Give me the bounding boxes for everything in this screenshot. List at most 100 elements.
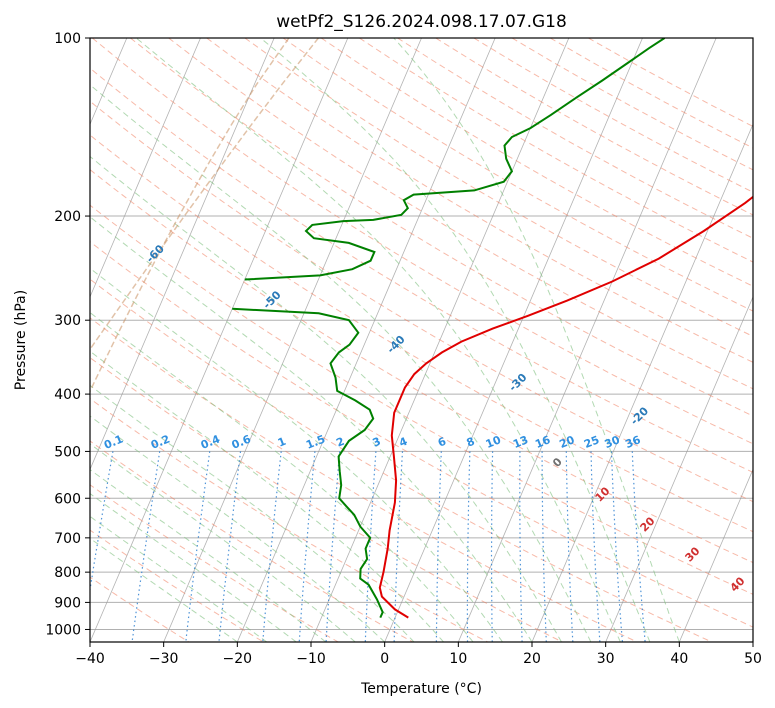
moist-adiabat [90, 350, 444, 642]
moist-adiabat [90, 415, 386, 642]
dry-adiabat [90, 134, 753, 533]
dry-adiabat [282, 38, 753, 312]
dewpoint-line [232, 307, 384, 619]
mixing-ratio-label: 10 [484, 433, 503, 451]
mixing-ratio-label: 25 [582, 433, 601, 451]
y-tick-label: 1000 [45, 622, 81, 638]
reference-curve [90, 38, 319, 351]
moist-adiabat [90, 443, 356, 642]
isotherm-line [90, 38, 275, 471]
chart-title: wetPf2_S126.2024.098.17.07.G18 [276, 12, 567, 32]
profile-series [232, 38, 753, 619]
dry-adiabat [90, 241, 753, 628]
dry-adiabat [90, 204, 753, 595]
mixing-ratio-label: 0.2 [149, 432, 172, 451]
mixing-ratio-label: 2 [334, 435, 346, 450]
dry-adiabat-label: -30 [506, 371, 529, 394]
y-tick-label: 200 [54, 209, 81, 225]
mixing-ratio-label: 1.5 [304, 432, 327, 451]
y-tick-label: 100 [54, 31, 81, 47]
moist-adiabat [135, 38, 621, 642]
moist-adiabat [90, 216, 533, 642]
mixing-ratio-label: 20 [557, 433, 576, 451]
isotherm-line [90, 38, 128, 126]
dry-adiabat [588, 38, 753, 127]
mixing-ratio-label: 16 [533, 433, 552, 451]
dry-adiabat [435, 38, 753, 216]
dry-adiabat-label: 20 [638, 514, 658, 534]
moist-adiabat [90, 537, 238, 642]
mixing-ratio-label: 30 [603, 433, 622, 451]
dry-adiabat [90, 398, 489, 642]
background-lines [0, 11, 753, 654]
dry-adiabat [90, 100, 753, 503]
mixing-ratio-label: 36 [623, 433, 642, 451]
isotherm-line [0, 11, 65, 654]
dry-adiabat [549, 38, 753, 149]
isotherm-line [605, 295, 753, 642]
moist-adiabat [260, 38, 651, 642]
moist-adiabat [90, 84, 592, 642]
dry-adiabat [206, 38, 753, 363]
dry-adiabat-label: 10 [593, 484, 613, 504]
dewpoint-line [244, 38, 666, 281]
moist-adiabat [90, 492, 297, 642]
axis-ticks: −40 −30 −20 −10 0 10 20 30 40 5010020030040050060… [45, 31, 762, 667]
mixing-ratio-label: 1 [276, 435, 288, 450]
dry-adiabat [90, 317, 639, 642]
dry-adiabat-label: -10 [752, 436, 775, 459]
dry-adiabat-label: 40 [728, 574, 748, 594]
dry-adiabat [90, 67, 753, 473]
x-tick-label: 50 [744, 651, 762, 667]
x-tick-label: 40 [670, 651, 688, 667]
isotherm-line [310, 38, 570, 642]
dry-adiabat [359, 38, 753, 263]
mixing-ratio-line [131, 451, 161, 642]
mixing-ratio-label: 4 [397, 435, 409, 450]
isotherm-line [236, 38, 496, 642]
x-axis-label: Temperature (°C) [360, 681, 482, 697]
mixing-ratio-label: 0.4 [199, 432, 222, 451]
dry-adiabat [168, 38, 753, 390]
mixing-ratio-line [490, 451, 494, 642]
temperature-line [378, 195, 753, 619]
y-tick-label: 500 [54, 444, 81, 460]
y-tick-label: 700 [54, 531, 81, 547]
dry-adiabat [320, 38, 753, 287]
mixing-ratio-line [541, 451, 547, 642]
y-tick-label: 300 [54, 313, 81, 329]
moist-adiabat [90, 515, 268, 642]
dry-adiabat-label: 0 [550, 455, 565, 470]
mixing-ratio-line [631, 451, 646, 642]
x-tick-label: 30 [597, 651, 615, 667]
moist-adiabat [90, 311, 474, 642]
dry-adiabat [90, 440, 414, 642]
dry-adiabat [90, 169, 753, 564]
y-tick-label: 600 [54, 491, 81, 507]
y-tick-label: 800 [54, 565, 81, 581]
isotherm-line [90, 38, 201, 298]
dry-adiabat [244, 38, 753, 337]
isotherm-line [531, 123, 753, 642]
dry-adiabat [473, 38, 753, 193]
plot-frame [89, 37, 754, 643]
isotherm-line [163, 38, 422, 642]
x-tick-label: −30 [149, 651, 179, 667]
moist-adiabat [393, 38, 680, 642]
mixing-ratio-line [185, 451, 211, 642]
dry-adiabat [90, 529, 265, 642]
mixing-ratio-line [590, 451, 601, 642]
x-tick-label: 20 [523, 651, 541, 667]
y-tick-label: 900 [54, 595, 81, 611]
dry-adiabat-label: -40 [384, 333, 407, 356]
isotherm-line [90, 38, 349, 642]
dry-adiabat-label: -20 [628, 404, 651, 427]
y-axis-label: Pressure (hPa) [13, 290, 29, 390]
mixing-ratio-line [298, 451, 316, 642]
line-labels: -100-90-80-70-60-50-40-30-20-10010203040… [102, 242, 775, 594]
dry-adiabat [90, 278, 713, 642]
x-tick-label: −10 [296, 651, 326, 667]
dry-adiabat [130, 38, 753, 417]
moist-adiabat [90, 384, 415, 642]
